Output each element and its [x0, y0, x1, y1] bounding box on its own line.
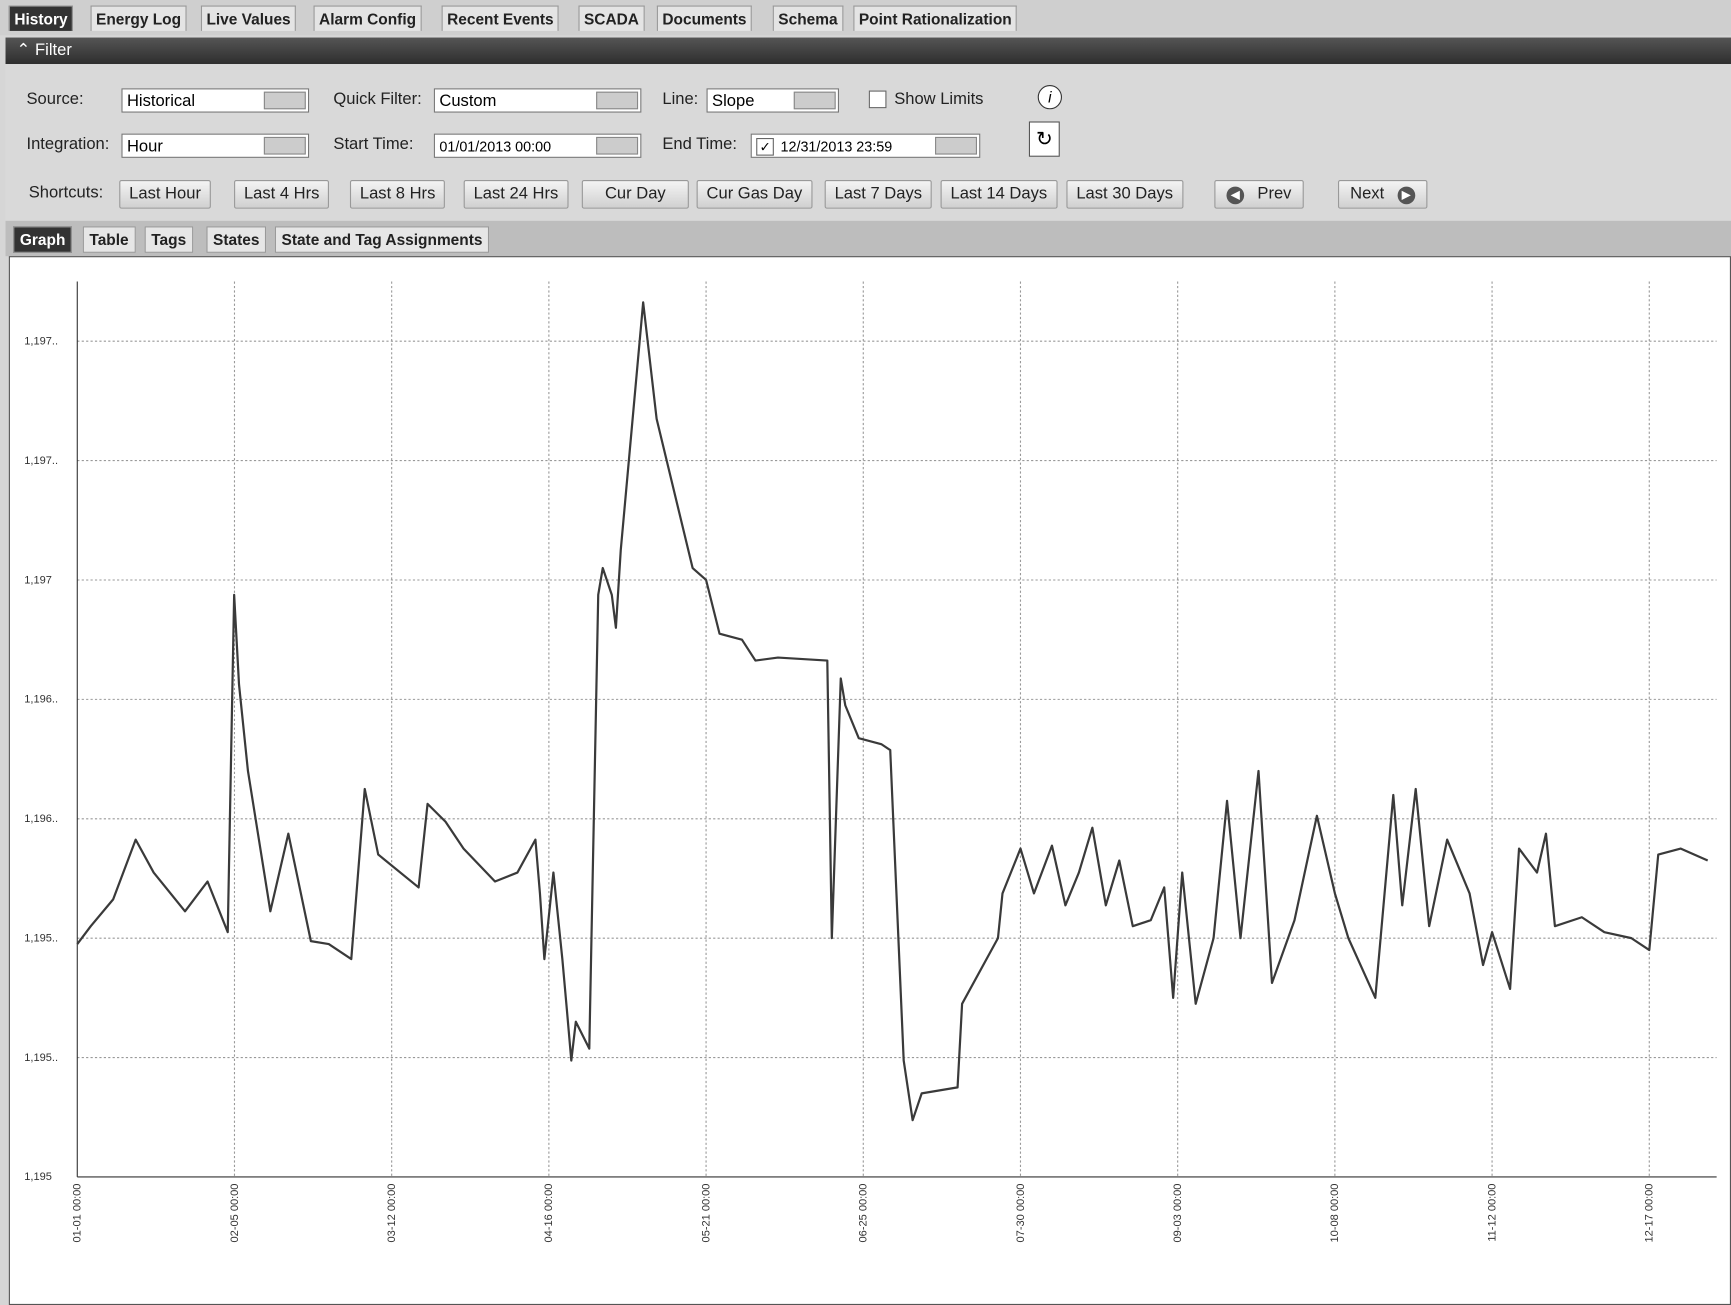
- prev-label: Prev: [1257, 184, 1292, 204]
- spinner[interactable]: [793, 91, 836, 110]
- label: Show Limits: [894, 89, 984, 109]
- next-button[interactable]: Next ▶: [1337, 179, 1428, 209]
- datetime[interactable]: ✓ 12/31/2013 23:59: [750, 133, 981, 158]
- spinner[interactable]: [596, 136, 639, 155]
- y-tick-label: 1,195..: [24, 1052, 58, 1064]
- tab-bar: History Energy Log Live Values Alarm Con…: [0, 0, 1731, 36]
- y-tick-label: 1,196..: [24, 813, 58, 825]
- data-line: [76, 301, 1709, 1122]
- refresh-button[interactable]: ↻: [1028, 121, 1060, 157]
- chart: 1,195 1,195.. 1,195.. 1,196.. 1,196.. 1,197 1,…: [8, 256, 1731, 1305]
- label: End Time:: [662, 134, 737, 154]
- subtab[interactable]: States: [206, 226, 267, 253]
- shortcut-button[interactable]: Last 7 Days: [824, 179, 932, 209]
- subtab[interactable]: Tags: [144, 226, 193, 253]
- tab[interactable]: SCADA: [578, 5, 645, 31]
- x-tick-label: 11-12 00:00: [1486, 1184, 1498, 1242]
- subtab[interactable]: Graph: [13, 226, 73, 253]
- next-icon: ▶: [1397, 186, 1416, 205]
- label: Integration:: [26, 134, 110, 154]
- value: 12/31/2013 23:59: [780, 138, 893, 155]
- label: Shortcuts:: [28, 183, 104, 203]
- collapse-icon: ⌃: [16, 40, 31, 60]
- shortcut-button[interactable]: Last 14 Days: [940, 179, 1058, 209]
- tab[interactable]: Recent Events: [441, 5, 560, 31]
- shortcut-button[interactable]: Last 30 Days: [1066, 179, 1183, 209]
- shortcut-button[interactable]: Last 8 Hrs: [349, 179, 446, 209]
- y-tick-label: 1,195..: [24, 932, 58, 944]
- select[interactable]: Slope: [706, 88, 840, 113]
- next-label: Next: [1350, 184, 1385, 204]
- y-tick-label: 1,197: [24, 574, 52, 586]
- y-tick-label: 1,197..: [24, 455, 58, 467]
- tab[interactable]: Point Rationalization: [853, 5, 1018, 31]
- checkbox[interactable]: [868, 90, 887, 109]
- x-tick-label: 06-25 00:00: [858, 1184, 870, 1243]
- x-tick-label: 02-05 00:00: [229, 1184, 241, 1243]
- shortcut-button[interactable]: Last 24 Hrs: [463, 179, 569, 209]
- shortcut-button[interactable]: Cur Day: [581, 179, 689, 209]
- spinner[interactable]: [263, 91, 306, 110]
- label: Quick Filter:: [333, 89, 422, 109]
- x-tick-label: 12-17 00:00: [1644, 1184, 1656, 1243]
- label: Start Time:: [333, 134, 414, 154]
- tab[interactable]: Energy Log: [90, 5, 187, 31]
- spinner[interactable]: [263, 136, 306, 155]
- select[interactable]: Custom: [433, 88, 642, 113]
- tab[interactable]: Schema: [772, 5, 844, 31]
- y-tick-label: 1,196..: [24, 694, 58, 706]
- y-tick-label: 1,195: [24, 1171, 52, 1183]
- prev-button[interactable]: ◀ Prev: [1214, 179, 1304, 209]
- select[interactable]: Hour: [121, 133, 310, 158]
- tab[interactable]: Live Values: [200, 5, 297, 31]
- label: Source:: [26, 89, 84, 109]
- filter-title: Filter: [35, 40, 72, 60]
- x-tick-label: 01-01 00:00: [72, 1184, 84, 1243]
- subtab[interactable]: State and Tag Assignments: [274, 226, 490, 253]
- value: Hour: [126, 136, 163, 156]
- select[interactable]: Historical: [121, 88, 310, 113]
- x-tick-label: 04-16 00:00: [543, 1184, 555, 1243]
- y-tick-label: 1,197..: [24, 336, 58, 348]
- x-tick-label: 10-08 00:00: [1329, 1184, 1341, 1243]
- prev-icon: ◀: [1226, 186, 1245, 205]
- datetime[interactable]: 01/01/2013 00:00: [433, 133, 642, 158]
- value: Historical: [126, 91, 196, 111]
- info-icon[interactable]: i: [1037, 85, 1062, 110]
- x-tick-label: 09-03 00:00: [1172, 1184, 1184, 1243]
- shortcut-button[interactable]: Last 4 Hrs: [234, 179, 330, 209]
- subtab[interactable]: Table: [82, 226, 136, 253]
- value: Custom: [439, 91, 497, 111]
- chart-frame: [8, 256, 1731, 1305]
- filter-header[interactable]: ⌃ Filter: [5, 37, 1731, 65]
- spinner[interactable]: [596, 91, 639, 110]
- spinner[interactable]: [935, 136, 977, 155]
- x-tick-label: 05-21 00:00: [700, 1184, 712, 1243]
- checkbox[interactable]: ✓: [756, 138, 774, 156]
- x-tick-label: 03-12 00:00: [386, 1184, 398, 1243]
- tab[interactable]: History: [8, 5, 74, 31]
- tab[interactable]: Documents: [656, 5, 753, 31]
- shortcut-button[interactable]: Last Hour: [119, 179, 211, 209]
- x-tick-label: 07-30 00:00: [1015, 1184, 1027, 1243]
- tab[interactable]: Alarm Config: [313, 5, 422, 31]
- label: Line:: [662, 89, 699, 109]
- shortcut-button[interactable]: Cur Gas Day: [696, 179, 813, 209]
- value: Slope: [712, 91, 755, 111]
- value: 01/01/2013 00:00: [439, 138, 552, 155]
